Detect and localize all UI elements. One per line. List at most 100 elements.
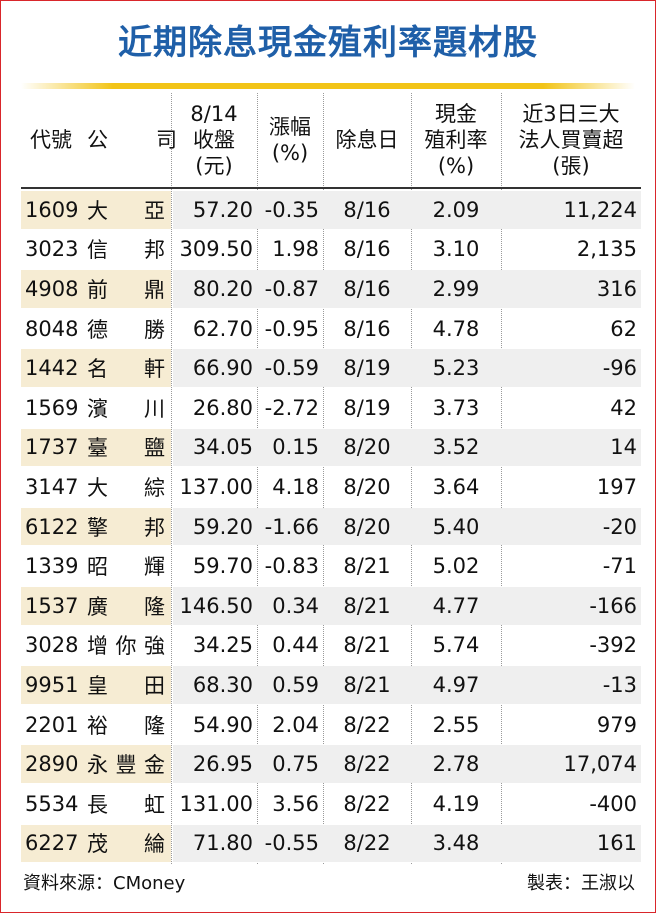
close-price: 62.70 — [192, 316, 253, 341]
column-divider — [411, 93, 412, 865]
stock-code: 1537 — [25, 593, 79, 618]
yield: 2.78 — [432, 752, 480, 777]
change-pct: 0.34 — [272, 593, 319, 618]
close-price: 80.20 — [192, 276, 253, 301]
ex-date: 8/16 — [343, 237, 391, 262]
title: 近期除息現金殖利率題材股 — [118, 23, 538, 63]
header-text: 代號 — [30, 128, 72, 152]
row-highlight — [21, 745, 171, 783]
stock-code: 4908 — [25, 276, 79, 301]
header-text: (%) — [437, 154, 475, 178]
row-highlight — [21, 587, 171, 625]
company-name: 大亞 — [87, 198, 165, 223]
net-buy: -96 — [602, 356, 637, 381]
header-cell: 8/14 收盤 (元) — [171, 93, 257, 187]
header-text: 公司 — [87, 128, 177, 152]
close-price: 34.05 — [192, 435, 253, 460]
ex-date: 8/16 — [343, 316, 391, 341]
stock-code: 3023 — [25, 237, 79, 262]
row-highlight — [21, 191, 171, 229]
company-name: 濱川 — [87, 396, 165, 421]
stock-code: 3028 — [25, 633, 79, 658]
close-price: 26.80 — [192, 395, 253, 420]
close-price: 146.50 — [179, 593, 253, 618]
close-price: 309.50 — [179, 237, 253, 262]
row-highlight — [21, 666, 171, 704]
column-divider — [501, 93, 502, 865]
close-price: 68.30 — [192, 672, 253, 697]
yield: 4.78 — [432, 316, 480, 341]
row-shade — [173, 666, 641, 704]
row-shade — [173, 428, 641, 467]
header-rule — [21, 187, 641, 189]
net-buy: -400 — [589, 791, 637, 816]
change-pct: 2.04 — [272, 712, 319, 737]
stock-code: 3147 — [25, 474, 79, 499]
header-cell: 漲幅 (%) — [257, 93, 323, 187]
net-buy: 161 — [596, 831, 637, 856]
ex-date: 8/21 — [343, 672, 391, 697]
header-text: (%) — [271, 141, 309, 165]
change-pct: -0.83 — [264, 554, 319, 579]
yield: 3.52 — [432, 435, 480, 460]
stock-code: 6227 — [25, 831, 79, 856]
ex-date: 8/21 — [343, 633, 391, 658]
close-price: 26.95 — [192, 752, 253, 777]
ex-date: 8/22 — [343, 752, 391, 777]
column-divider — [323, 93, 324, 865]
net-buy: -71 — [602, 554, 637, 579]
change-pct: -2.72 — [264, 395, 319, 420]
header-cell: 現金 殖利率 (%) — [411, 93, 501, 187]
stock-code: 1339 — [25, 554, 79, 579]
ex-date: 8/22 — [343, 712, 391, 737]
yield: 3.73 — [432, 395, 480, 420]
change-pct: 1.98 — [272, 237, 319, 262]
yield: 3.64 — [432, 474, 480, 499]
close-price: 34.25 — [192, 633, 253, 658]
close-price: 137.00 — [179, 474, 253, 499]
row-highlight — [21, 507, 171, 546]
ex-date: 8/19 — [343, 395, 391, 420]
ex-date: 8/21 — [343, 593, 391, 618]
company-name: 皇田 — [87, 673, 165, 698]
row-highlight — [21, 824, 171, 863]
change-pct: 0.15 — [272, 435, 319, 460]
close-price: 54.90 — [192, 712, 253, 737]
company-name: 德勝 — [87, 317, 165, 342]
company-name: 裕隆 — [87, 713, 165, 738]
stock-code: 8048 — [25, 316, 79, 341]
stock-code: 2890 — [25, 752, 79, 777]
column-divider — [171, 93, 172, 865]
change-pct: 0.59 — [272, 672, 319, 697]
header-text: (元) — [195, 154, 233, 178]
header-cell: 近3日三大 法人買賣超 (張) — [501, 93, 641, 187]
net-buy: 42 — [610, 395, 637, 420]
header-text: (張) — [552, 154, 590, 178]
yield: 2.55 — [432, 712, 480, 737]
close-price: 131.00 — [179, 791, 253, 816]
close-price: 71.80 — [192, 831, 253, 856]
header-cell: 代號 — [21, 93, 81, 187]
header-text: 現金 — [435, 102, 477, 126]
change-pct: -0.35 — [264, 197, 319, 222]
stock-code: 6122 — [25, 514, 79, 539]
header-text: 8/14 — [190, 102, 238, 126]
yield: 5.02 — [432, 554, 480, 579]
change-pct: 0.75 — [272, 752, 319, 777]
source: 資料來源：CMoney — [23, 873, 186, 894]
change-pct: -0.55 — [264, 831, 319, 856]
company-name: 永豐金 — [87, 753, 165, 778]
company-name: 擎邦 — [87, 515, 165, 540]
row-shade — [173, 507, 641, 546]
header-cell: 除息日 — [323, 93, 411, 187]
company-name: 茂綸 — [87, 832, 165, 857]
net-buy: 979 — [596, 712, 637, 737]
ex-date: 8/16 — [343, 197, 391, 222]
row-highlight — [21, 270, 171, 308]
yield: 4.97 — [432, 672, 480, 697]
row-highlight — [21, 349, 171, 387]
net-buy: 62 — [610, 316, 637, 341]
change-pct: 4.18 — [272, 474, 319, 499]
net-buy: -166 — [589, 593, 637, 618]
